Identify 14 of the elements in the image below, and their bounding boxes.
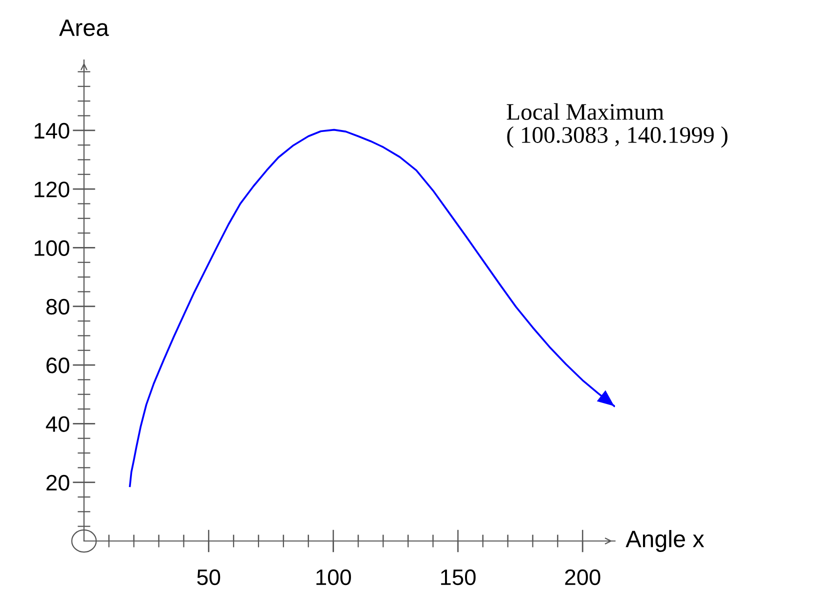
y-tick-label: 20 [46, 474, 70, 491]
x-tick-label: 150 [441, 569, 476, 586]
y-tick-label: 140 [34, 122, 70, 139]
y-tick-label: 40 [46, 416, 70, 432]
annotation: Local Maximum ( 100.3083 , 140.1999 ) [506, 103, 728, 148]
y-tick-label: 120 [34, 182, 70, 198]
y-axis-title: Area [59, 20, 109, 36]
y-tick-label: 60 [46, 358, 70, 374]
x-tick-label: 200 [565, 569, 600, 586]
x-axis-title: Angle x [626, 530, 704, 552]
x-tick-label: 50 [197, 569, 220, 586]
y-tick-label: 100 [34, 240, 70, 256]
y-tick-label: 80 [46, 298, 70, 315]
x-tick-label: 100 [316, 569, 351, 586]
